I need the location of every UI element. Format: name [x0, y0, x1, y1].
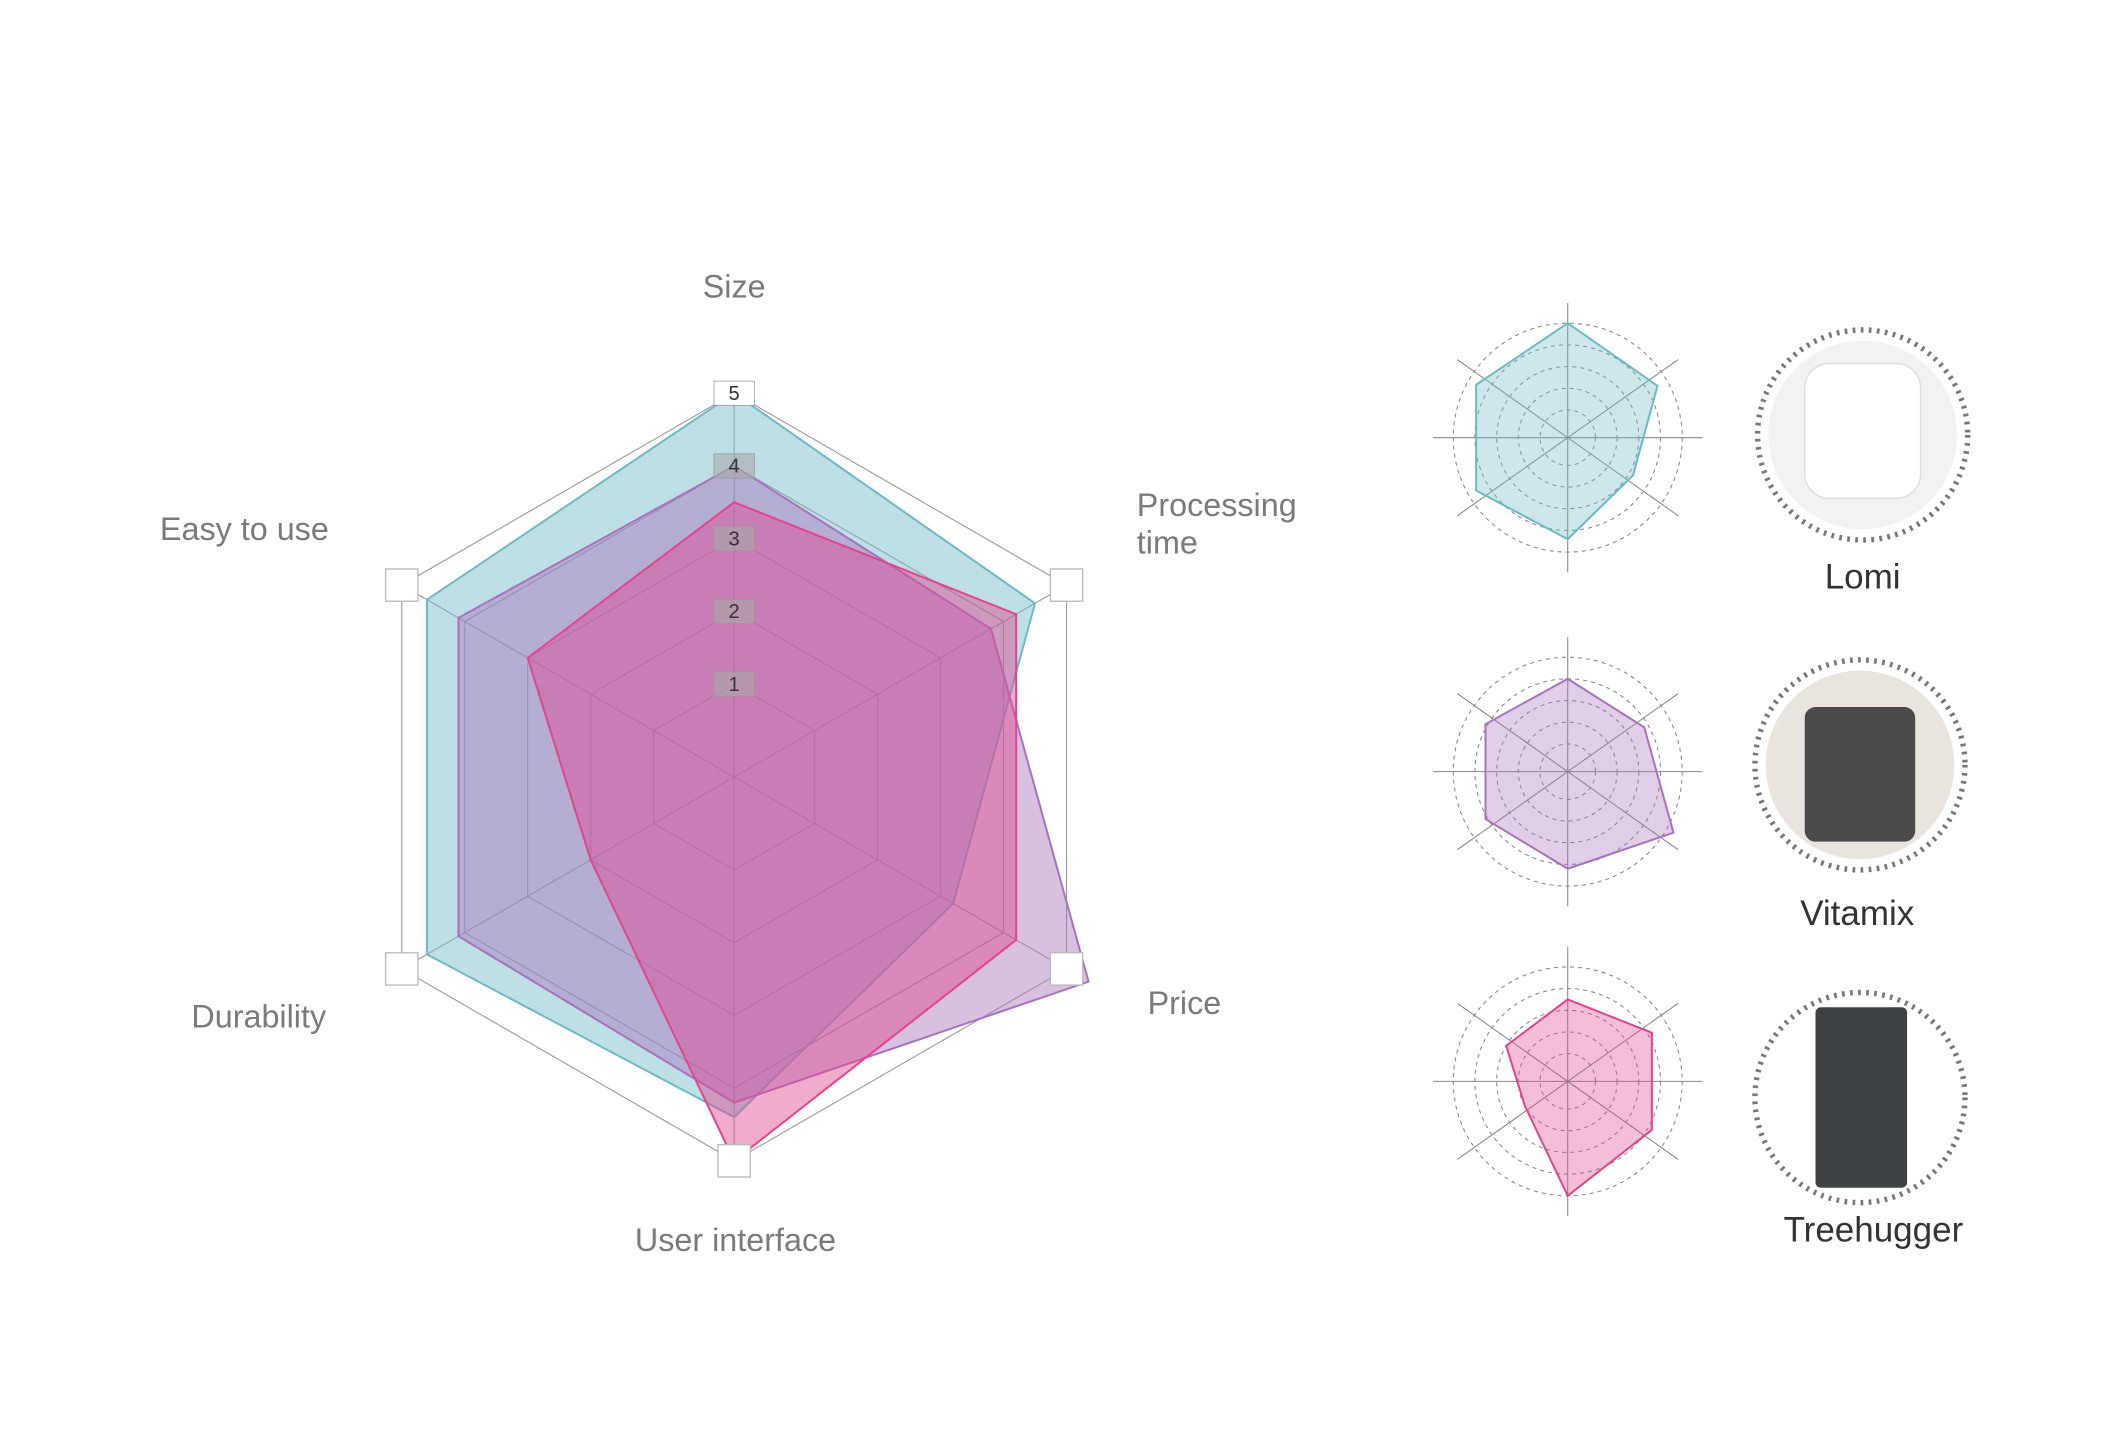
series-area: [425, 391, 1037, 1119]
spoke: [733, 584, 1067, 778]
tick-box: [713, 671, 755, 697]
tick-box: [713, 526, 755, 552]
axis-end-marker: [384, 952, 419, 986]
tick-box: [713, 453, 755, 479]
axis-end-marker: [1049, 568, 1084, 602]
spoke: [401, 776, 735, 970]
axis-label: Size: [702, 269, 766, 306]
axis-label: User interface: [634, 1222, 837, 1260]
axis-label: Processing time: [1136, 487, 1297, 562]
mini-series-area: [1475, 321, 1659, 541]
r-tick-label: 3: [729, 528, 740, 550]
spoke: [401, 584, 735, 778]
axis-label-box: Durability: [191, 999, 327, 1036]
axis-label-box: Size: [702, 269, 766, 306]
legend-label: Treehugger: [1784, 1210, 1964, 1249]
legend-label: Lomi: [1825, 557, 1901, 596]
axis-label: Durability: [191, 999, 327, 1036]
axis-end-marker: [717, 1143, 751, 1178]
tick-box: [713, 598, 755, 624]
axis-label-box: Processing time: [1136, 487, 1297, 562]
main-radar: 1 2 3 4 5 Size Processing time Price User interf…: [159, 269, 1297, 1260]
axis-end-marker: [384, 568, 419, 602]
r-tick-label: 2: [729, 601, 740, 623]
mini-series-area: [1484, 677, 1675, 870]
axis-label-box: User interface: [634, 1222, 837, 1260]
mini-series-area: [1504, 998, 1653, 1198]
axis-end-marker: [1049, 952, 1084, 986]
product-photo: [1752, 327, 1971, 1206]
mini-radars: Lomi Vitamix Treehugger: [1433, 302, 1964, 1249]
axis-label: Easy to use: [159, 511, 329, 549]
axis-label-box: Easy to use: [159, 511, 329, 549]
mini-axis: [1456, 359, 1679, 517]
tick-box: [713, 380, 755, 406]
r-tick-label: 1: [729, 674, 740, 696]
r-tick-label: 4: [729, 456, 740, 478]
axis-label-box: Price: [1147, 985, 1222, 1023]
r-tick-label: 5: [729, 383, 740, 405]
axis-label: Price: [1147, 985, 1222, 1023]
series-area: [457, 464, 1090, 1104]
spoke: [733, 776, 1067, 970]
legend-label: Vitamix: [1800, 894, 1915, 933]
